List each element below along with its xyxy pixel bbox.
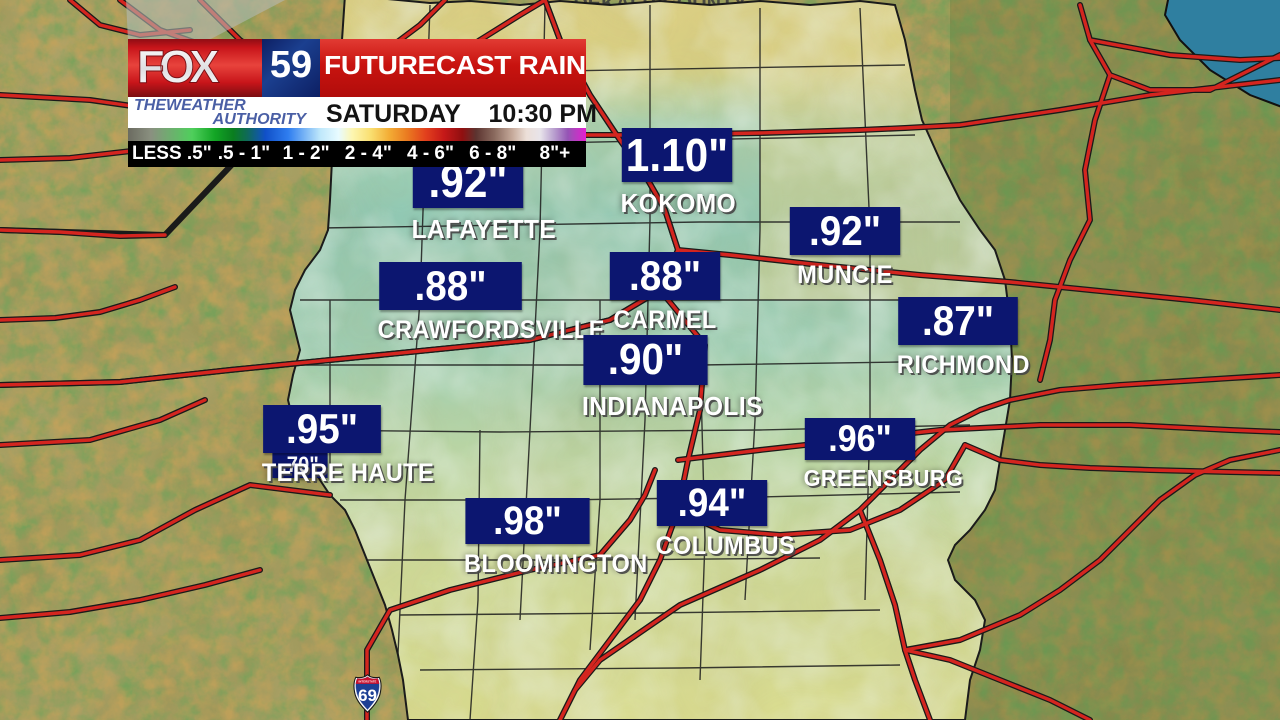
svg-text:FOX: FOX (137, 46, 220, 90)
svg-text:69: 69 (358, 686, 377, 705)
